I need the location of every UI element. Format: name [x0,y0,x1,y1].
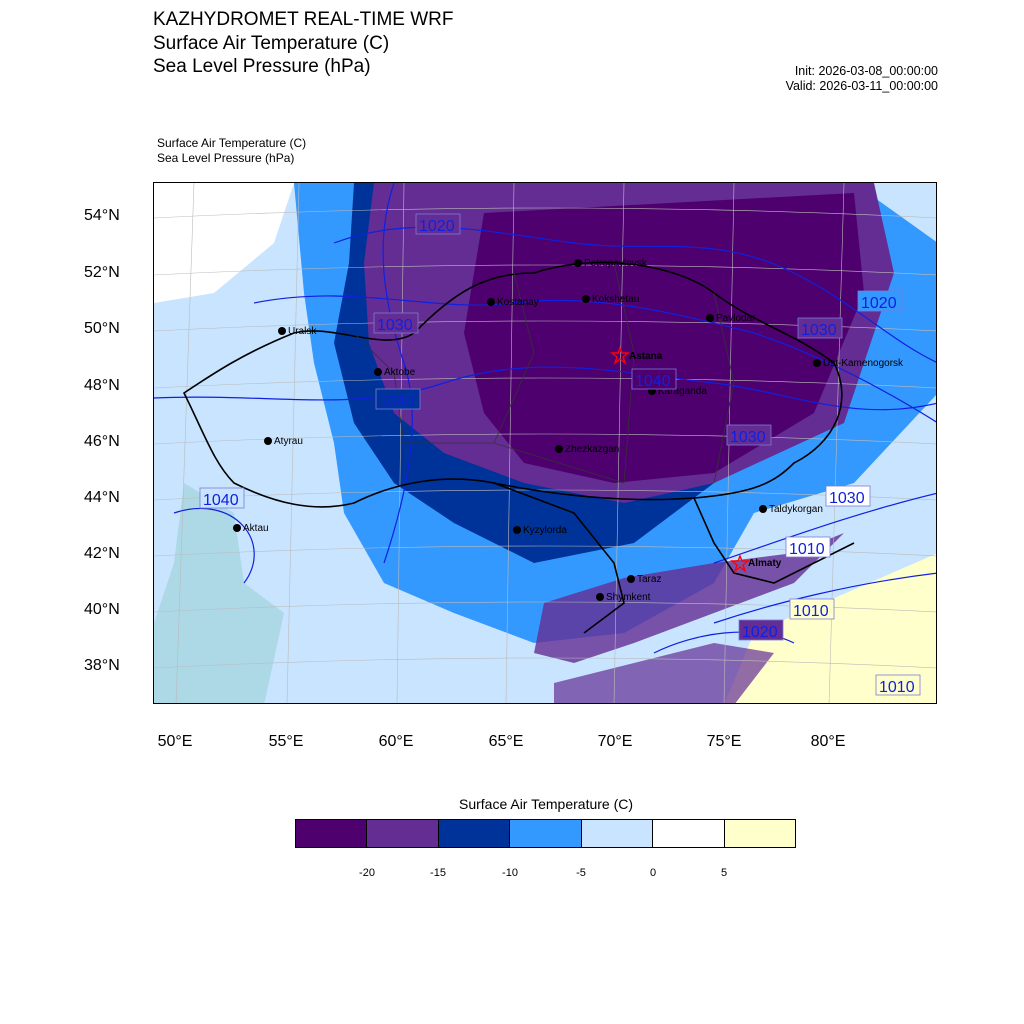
isobar-label: 1030 [801,322,837,339]
lat-tick-label: 50°N [84,320,120,337]
city-label: Aktau [243,523,269,534]
colorbar-segment [724,820,795,847]
isobar-label: 1020 [419,218,455,235]
isobar-label: 1030 [829,490,865,507]
lat-tick-label: 42°N [84,545,120,562]
city-taldykorgan: Taldykorgan [759,504,823,515]
city-label: Uralsk [288,326,317,337]
colorbar-segment [510,820,582,847]
colorbar-segment [367,820,439,847]
city-label: Taraz [637,574,661,585]
city-taraz: Taraz [627,574,661,585]
city-kyzylorda: Kyzylorda [513,525,567,536]
lon-tick-label: 70°E [597,733,633,750]
lon-tick-label: 75°E [706,733,742,750]
colorbar-segment [581,820,654,847]
temperature-field-yellow [724,553,936,703]
colorbar-segment [296,820,368,847]
lat-tick-label: 46°N [84,433,120,450]
city-atyrau: Atyrau [264,436,303,447]
mountain-cold-band [534,533,844,663]
colorbar-tick-label: -15 [430,867,446,879]
isobar-label: 1040 [203,492,239,509]
city-label: Almaty [748,558,782,569]
city-label: Taldykorgan [769,504,823,515]
lat-tick-label: 38°N [84,657,120,674]
city-almaty: Almaty [730,554,782,574]
init-time: Init: 2026-03-08_00:00:00 [794,64,938,78]
isobar-label: 1030 [730,429,766,446]
graticule [154,183,936,703]
city-ust-kamenogorsk: Ust-Kamenogorsk [813,358,904,369]
colorbar-tick-label: -10 [502,867,518,879]
valid-time: Valid: 2026-03-11_00:00:00 [785,79,938,93]
city-uralsk: Uralsk [278,326,317,337]
weather-map: Petropavlovsk Kostanay Kokshetau Uralsk … [153,182,937,704]
city-astana: Astana [610,346,663,366]
chart-title-line1: KAZHYDROMET REAL-TIME WRF [153,9,454,30]
colorbar-tick-label: 0 [649,867,657,879]
lon-tick-label: 80°E [810,733,846,750]
lon-tick-label: 55°E [268,733,304,750]
lat-tick-label: 40°N [84,601,120,618]
lat-tick-label: 54°N [84,207,120,224]
colorbar-tick-label: 5 [720,867,728,879]
colorbar-tick-label: -20 [359,867,375,879]
isobar-label: 1040 [379,393,415,410]
chart-title-line3: Sea Level Pressure (hPa) [153,56,371,77]
city-shymkent: Shymkent [596,592,651,603]
city-label: Zhezkazgan [565,444,619,455]
colorbar-title: Surface Air Temperature (C) [458,796,634,812]
city-label: Kyzylorda [523,525,567,536]
city-kostanay: Kostanay [487,297,539,308]
city-label: Pavlodar [716,313,756,324]
colorbar-segment [653,820,725,847]
mountain-cold-band-south [554,643,774,703]
isobar-label: 1020 [861,295,897,312]
weather-map-canvas: Petropavlovsk Kostanay Kokshetau Uralsk … [154,183,936,703]
city-label: Kokshetau [592,294,639,305]
city-label: Atyrau [274,436,303,447]
pressure-labels: 1020 1030 1040 1040 1040 1030 1020 1030 … [199,213,921,696]
colorbar-segment [438,820,511,847]
chart-title-line2: Surface Air Temperature (C) [153,33,390,54]
region-borders [353,262,735,484]
city-zhezkazgan: Zhezkazgan [555,444,619,455]
city-label: Karaganda [658,386,707,397]
isobar-label: 1010 [879,679,915,696]
city-label: Shymkent [606,592,651,603]
city-label: Aktobe [384,367,416,378]
city-kokshetau: Kokshetau [582,294,639,305]
isobar-label: 1010 [793,603,829,620]
city-aktobe: Aktobe [374,367,416,378]
isobar-label: 1020 [742,624,778,641]
city-label: Petropavlovsk [584,258,648,269]
isobar-label: 1030 [377,317,413,334]
map-subtitle-temperature: Surface Air Temperature (C) [157,136,307,150]
map-subtitle-pressure: Sea Level Pressure (hPa) [157,151,295,165]
country-borders [182,261,855,634]
colorbar [295,819,796,848]
lat-tick-label: 52°N [84,264,120,281]
lon-tick-label: 60°E [378,733,414,750]
city-petropavlovsk: Petropavlovsk [574,258,648,269]
lat-tick-label: 44°N [84,489,120,506]
city-markers: Petropavlovsk Kostanay Kokshetau Uralsk … [233,258,904,603]
isobar-label: 1010 [789,541,825,558]
city-label: Kostanay [497,297,539,308]
city-aktau: Aktau [233,523,269,534]
city-pavlodar: Pavlodar [706,313,756,324]
caspian-sea [154,483,284,703]
isobar-label: 1040 [635,373,671,390]
lon-tick-label: 65°E [488,733,524,750]
colorbar-tick-label: -5 [576,867,586,879]
city-label: Ust-Kamenogorsk [823,358,904,369]
city-label: Astana [629,351,663,362]
lon-tick-label: 50°E [157,733,193,750]
lat-tick-label: 48°N [84,377,120,394]
